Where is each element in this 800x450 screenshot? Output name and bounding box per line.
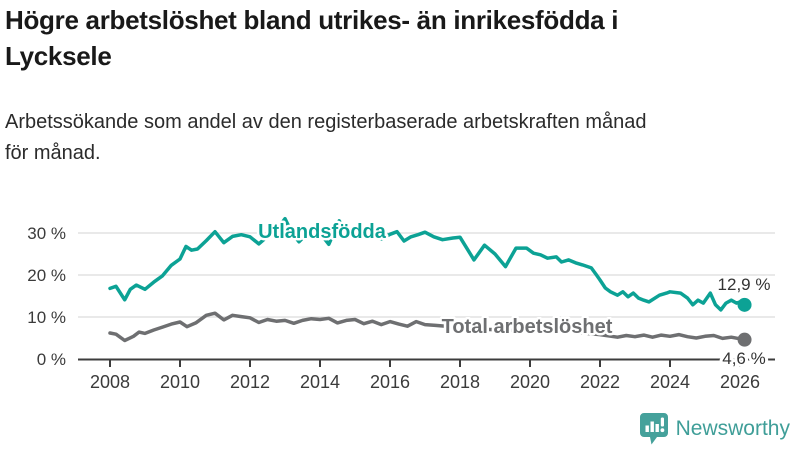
chart-title: Högre arbetslöshet bland utrikes- än inr… [5,2,793,74]
end-value-label-utlandsfodda: 12,9 % [718,275,771,294]
y-tick-label: 20 % [27,266,66,285]
series-layer [108,216,752,347]
chart-title-line-2: Lycksele [5,41,112,71]
x-tick-label: 2016 [370,372,410,392]
x-tick-label: 2010 [160,372,200,392]
axis-layer: 2008 2010 2012 2014 2016 2018 2020 2022 2024 2026 [78,358,775,392]
series-label-utlandsfodda: Utlandsfödda [258,221,387,243]
chart-subtitle-line-2: för månad. [5,142,101,164]
y-tick-label: 0 % [37,350,66,369]
x-tick-label: 2020 [510,372,550,392]
newsworthy-logo: Newsworthy [639,412,790,445]
x-tick-label: 2022 [580,372,620,392]
chart-title-line-1: Högre arbetslöshet bland utrikes- än inr… [5,5,619,35]
x-tick-label: 2012 [230,372,270,392]
x-tick-label: 2026 [720,372,760,392]
grid-layer: 0 % 10 % 20 % 30 % [27,224,775,369]
chart-subtitle: Arbetssökande som andel av den registerb… [5,107,793,169]
x-tick-label: 2008 [90,372,130,392]
end-value-label-total: 4,6 % [722,349,765,368]
y-tick-label: 10 % [27,308,66,327]
x-tick-label: 2024 [650,372,690,392]
series-end-dot-1 [737,332,752,347]
chart-subtitle-line-1: Arbetssökande som andel av den registerb… [5,111,647,133]
series-line-0 [108,216,747,312]
bar-chart-bubble-icon [639,413,668,445]
series-label-total-arbetsloshet: Total arbetslöshet [442,316,613,338]
series-end-dot-0 [737,297,752,312]
y-tick-label: 30 % [27,224,66,243]
x-tick-label: 2018 [440,372,480,392]
newsworthy-logo-text: Newsworthy [675,416,790,440]
x-tick-label: 2014 [300,372,340,392]
series-line-1 [108,311,747,343]
